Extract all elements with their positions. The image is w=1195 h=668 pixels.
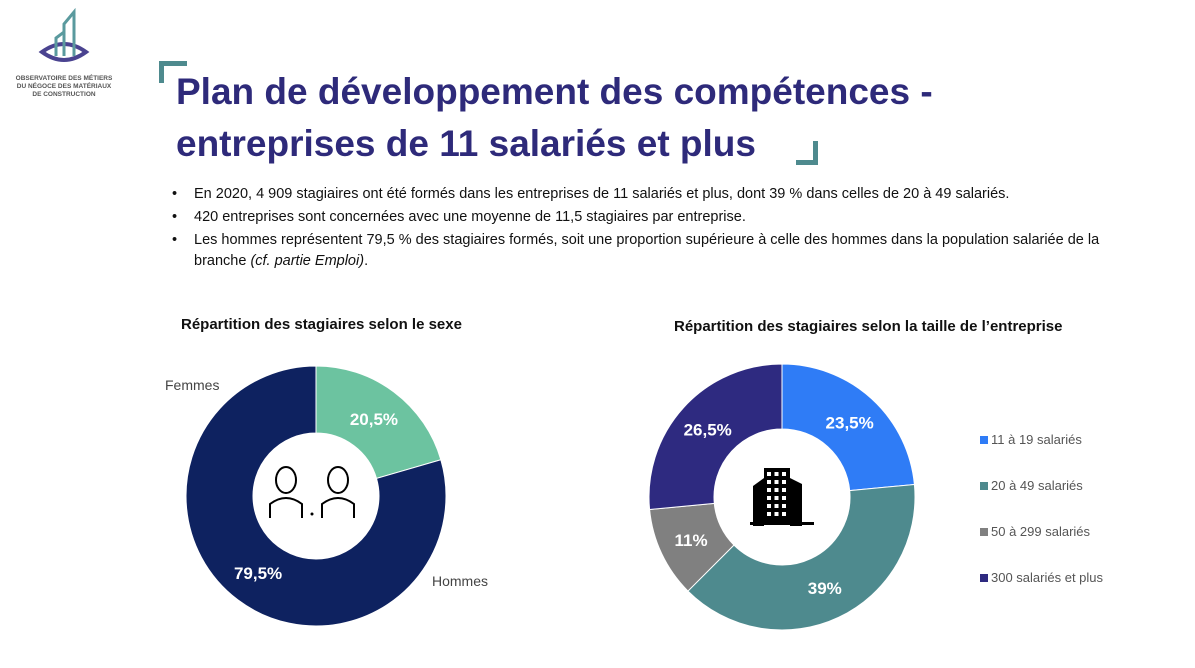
title-line-1: Plan de développement des compétences -: [176, 71, 933, 112]
data-label: 20,5%: [350, 410, 398, 429]
bullet-list: En 2020, 4 909 stagiaires ont été formés…: [172, 184, 1152, 274]
legend-swatch: [980, 436, 988, 444]
bracket-decoration: [796, 141, 818, 165]
donut-slice-0-0: [315, 365, 442, 480]
data-label: 23,5%: [826, 414, 874, 433]
logo: OBSERVATOIRE DES MÉTIERS DU NÉGOCE DES M…: [14, 7, 114, 99]
legend-label-femmes: Femmes: [165, 377, 220, 393]
legend-label-hommes: Hommes: [432, 573, 489, 589]
legend-item: 11 à 19 salariés: [980, 432, 1103, 478]
dot: [310, 512, 314, 516]
data-label: 39%: [808, 579, 842, 598]
donut-slice-1-3: [648, 363, 783, 511]
data-label: 11%: [675, 531, 708, 550]
donut-slice-1-1: [687, 483, 916, 631]
chart-title-sexe: Répartition des stagiaires selon le sexe: [181, 316, 462, 333]
bullet-item: Les hommes représentent 79,5 % des stagi…: [172, 230, 1152, 272]
legend: 11 à 19 salariés 20 à 49 salariés 50 à 2…: [980, 432, 1103, 616]
legend-swatch: [980, 574, 988, 582]
data-label: 26,5%: [684, 420, 732, 439]
bracket-decoration: [159, 61, 187, 83]
legend-item: 50 à 299 salariés: [980, 524, 1103, 570]
bullet-item: En 2020, 4 909 stagiaires ont été formés…: [172, 184, 1152, 205]
chart-title-taille: Répartition des stagiaires selon la tail…: [674, 318, 1063, 335]
legend-swatch: [980, 482, 988, 490]
bullet-item: 420 entreprises sont concernées avec une…: [172, 207, 1152, 228]
woman-man-icon: [269, 466, 355, 518]
legend-swatch: [980, 528, 988, 536]
logo-icon: [38, 7, 90, 62]
data-label: 79,5%: [234, 564, 282, 583]
building-icon: [750, 468, 814, 526]
title-line-2: entreprises de 11 salariés et plus: [176, 123, 756, 164]
page-title: Plan de développement des compétences - …: [176, 66, 933, 170]
donut-slice-1-0: [781, 363, 915, 492]
donut-slice-0-1: [185, 365, 447, 627]
logo-text: OBSERVATOIRE DES MÉTIERS DU NÉGOCE DES M…: [15, 75, 113, 98]
legend-item: 300 salariés et plus: [980, 570, 1103, 616]
legend-item: 20 à 49 salariés: [980, 478, 1103, 524]
